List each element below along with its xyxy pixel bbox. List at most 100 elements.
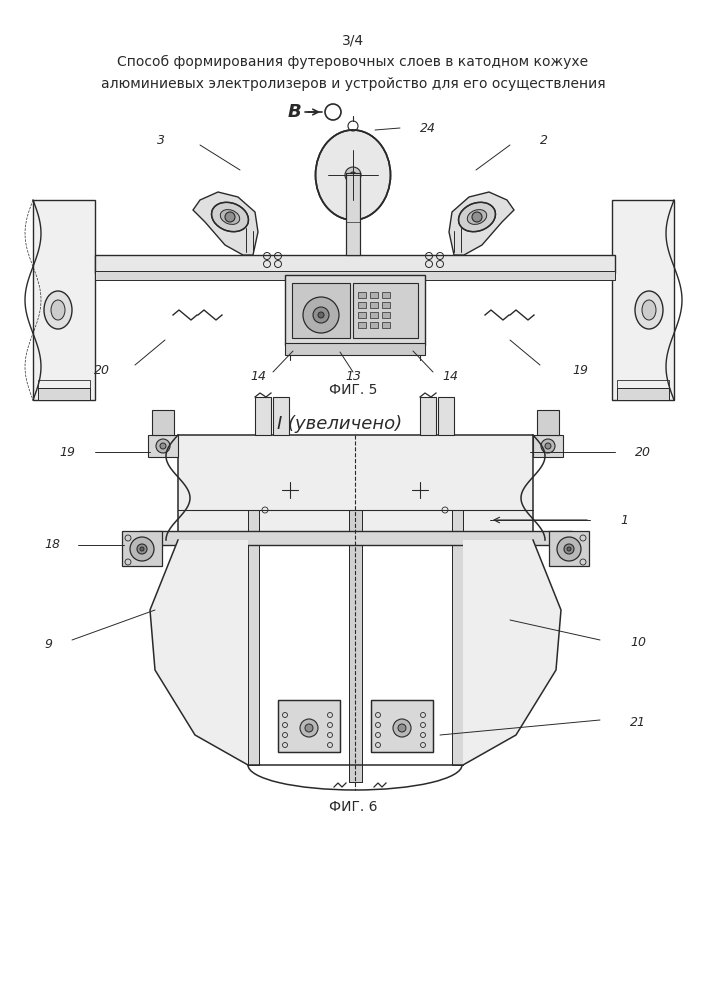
Ellipse shape <box>221 210 240 224</box>
Circle shape <box>305 724 313 732</box>
Text: ФИГ. 6: ФИГ. 6 <box>329 800 378 814</box>
Bar <box>382 302 390 308</box>
Bar <box>358 322 366 328</box>
Circle shape <box>318 312 324 318</box>
Circle shape <box>472 212 482 222</box>
Bar <box>292 283 350 338</box>
Bar <box>452 510 463 765</box>
Text: I (увеличено): I (увеличено) <box>277 415 402 433</box>
Text: 9: 9 <box>44 639 52 652</box>
Bar <box>382 292 390 298</box>
Bar <box>148 435 178 457</box>
Ellipse shape <box>51 300 65 320</box>
Bar <box>178 435 533 540</box>
Polygon shape <box>150 540 248 765</box>
Circle shape <box>140 547 144 551</box>
Bar <box>617 380 669 388</box>
Circle shape <box>303 297 339 333</box>
Bar <box>370 292 378 298</box>
Polygon shape <box>449 192 514 255</box>
Text: 1: 1 <box>620 514 628 526</box>
Bar <box>273 397 289 435</box>
Bar <box>33 200 95 400</box>
Text: Способ формирования футеровочных слоев в катодном кожухе: Способ формирования футеровочных слоев в… <box>117 55 588 69</box>
Bar <box>382 322 390 328</box>
Text: 24: 24 <box>420 121 436 134</box>
Bar <box>95 255 615 273</box>
Bar <box>370 302 378 308</box>
Text: 20: 20 <box>94 363 110 376</box>
Text: 3: 3 <box>157 133 165 146</box>
Bar <box>358 292 366 298</box>
Circle shape <box>541 439 555 453</box>
Bar <box>370 312 378 318</box>
Bar <box>353 283 418 338</box>
Circle shape <box>300 719 318 737</box>
Bar <box>382 312 390 318</box>
Text: ФИГ. 5: ФИГ. 5 <box>329 383 378 397</box>
Ellipse shape <box>459 202 496 232</box>
Bar <box>285 275 425 345</box>
Circle shape <box>137 544 147 554</box>
Bar <box>95 271 615 280</box>
Bar <box>452 510 463 765</box>
Bar <box>140 531 572 545</box>
Bar <box>346 173 360 255</box>
Bar <box>358 312 366 318</box>
Text: 21: 21 <box>630 716 646 728</box>
Bar <box>152 410 174 435</box>
Bar <box>371 700 433 752</box>
Circle shape <box>393 719 411 737</box>
Bar <box>285 343 425 355</box>
Ellipse shape <box>635 291 663 329</box>
Ellipse shape <box>315 130 390 220</box>
Bar <box>358 302 366 308</box>
Circle shape <box>313 307 329 323</box>
Circle shape <box>557 537 581 561</box>
Text: 3/4: 3/4 <box>342 33 364 47</box>
Circle shape <box>225 212 235 222</box>
Ellipse shape <box>642 300 656 320</box>
Bar <box>122 531 162 566</box>
Bar <box>349 510 362 782</box>
Text: алюминиевых электролизеров и устройство для его осуществления: алюминиевых электролизеров и устройство … <box>100 77 605 91</box>
Bar <box>612 200 674 400</box>
Circle shape <box>545 443 551 449</box>
Ellipse shape <box>211 202 248 232</box>
Bar <box>420 397 436 435</box>
Circle shape <box>130 537 154 561</box>
Text: 10: 10 <box>630 637 646 650</box>
Bar <box>346 173 360 255</box>
Bar <box>537 410 559 435</box>
Ellipse shape <box>44 291 72 329</box>
Text: 2: 2 <box>540 133 548 146</box>
Bar <box>278 700 340 752</box>
Text: 20: 20 <box>635 446 651 458</box>
Circle shape <box>160 443 166 449</box>
Circle shape <box>156 439 170 453</box>
Text: 19: 19 <box>59 446 75 458</box>
Bar <box>38 380 90 388</box>
Bar <box>349 510 362 782</box>
Bar <box>38 388 90 400</box>
Circle shape <box>350 172 356 178</box>
Bar <box>248 510 259 765</box>
Text: 18: 18 <box>44 538 60 552</box>
Bar <box>549 531 589 566</box>
Text: B: B <box>288 103 302 121</box>
Polygon shape <box>193 192 258 255</box>
Polygon shape <box>463 540 561 765</box>
Bar <box>248 510 259 765</box>
Text: 13: 13 <box>345 369 361 382</box>
Circle shape <box>564 544 574 554</box>
Circle shape <box>398 724 406 732</box>
Bar <box>371 700 433 752</box>
Ellipse shape <box>467 210 486 224</box>
Bar <box>278 700 340 752</box>
Bar <box>533 435 563 457</box>
Bar <box>255 397 271 435</box>
Text: 14: 14 <box>250 369 266 382</box>
Circle shape <box>345 167 361 183</box>
Bar <box>370 322 378 328</box>
Circle shape <box>567 547 571 551</box>
